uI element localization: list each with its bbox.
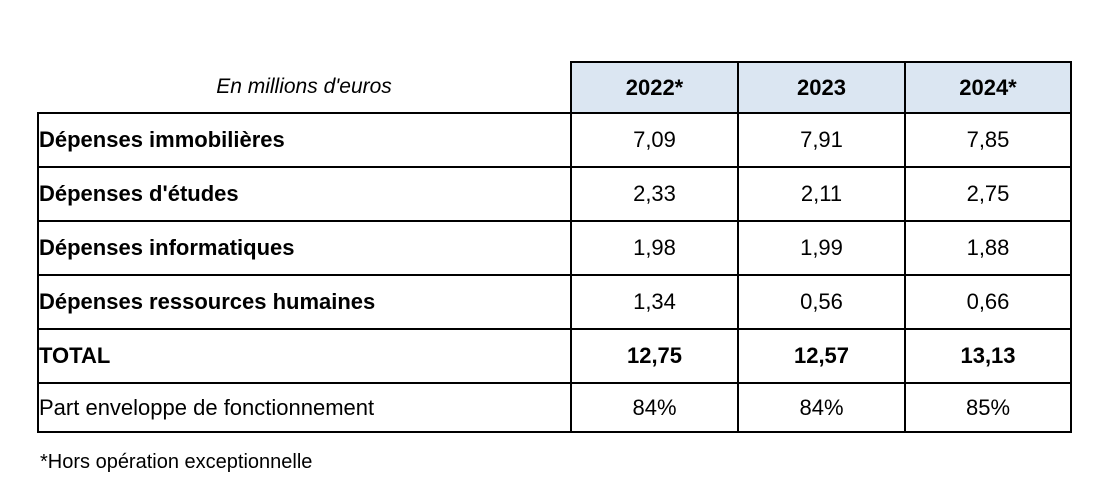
row-label: Dépenses informatiques	[37, 220, 572, 276]
row-label: Dépenses ressources humaines	[37, 274, 572, 330]
cell-value: 13,13	[904, 328, 1072, 384]
column-header-2022: 2022*	[570, 61, 739, 114]
cell-value: 0,56	[737, 274, 906, 330]
cell-value: 84%	[570, 382, 739, 433]
cell-value: 7,09	[570, 112, 739, 168]
table-row-depenses-etudes: Dépenses d'études 2,33 2,11 2,75	[37, 166, 1072, 222]
cell-value: 12,57	[737, 328, 906, 384]
column-header-2023: 2023	[737, 61, 906, 114]
cell-value: 12,75	[570, 328, 739, 384]
footnote: *Hors opération exceptionnelle	[40, 451, 313, 473]
cell-value: 1,34	[570, 274, 739, 330]
row-label: Part enveloppe de fonctionnement	[37, 382, 572, 433]
cell-value: 1,98	[570, 220, 739, 276]
cell-value: 2,75	[904, 166, 1072, 222]
cell-value: 7,91	[737, 112, 906, 168]
unit-label: En millions d'euros	[216, 75, 392, 98]
row-label: Dépenses immobilières	[37, 112, 572, 168]
row-label: Dépenses d'études	[37, 166, 572, 222]
table-row-depenses-informatiques: Dépenses informatiques 1,98 1,99 1,88	[37, 220, 1072, 276]
column-header-2024: 2024*	[904, 61, 1072, 114]
row-label: TOTAL	[37, 328, 572, 384]
cell-value: 2,11	[737, 166, 906, 222]
cell-value: 1,88	[904, 220, 1072, 276]
table-row-part-enveloppe: Part enveloppe de fonctionnement 84% 84%…	[37, 382, 1072, 433]
table-header-row: En millions d'euros 2022* 2023 2024*	[38, 61, 1072, 114]
cell-value: 1,99	[737, 220, 906, 276]
table-row-total: TOTAL 12,75 12,57 13,13	[37, 328, 1072, 384]
expense-table: En millions d'euros 2022* 2023 2024* Dép…	[37, 61, 1072, 433]
cell-value: 2,33	[570, 166, 739, 222]
cell-value: 85%	[904, 382, 1072, 433]
cell-value: 7,85	[904, 112, 1072, 168]
cell-value: 0,66	[904, 274, 1072, 330]
table-row-depenses-immobilieres: Dépenses immobilières 7,09 7,91 7,85	[37, 112, 1072, 168]
table-row-depenses-ressources-humaines: Dépenses ressources humaines 1,34 0,56 0…	[37, 274, 1072, 330]
cell-value: 84%	[737, 382, 906, 433]
